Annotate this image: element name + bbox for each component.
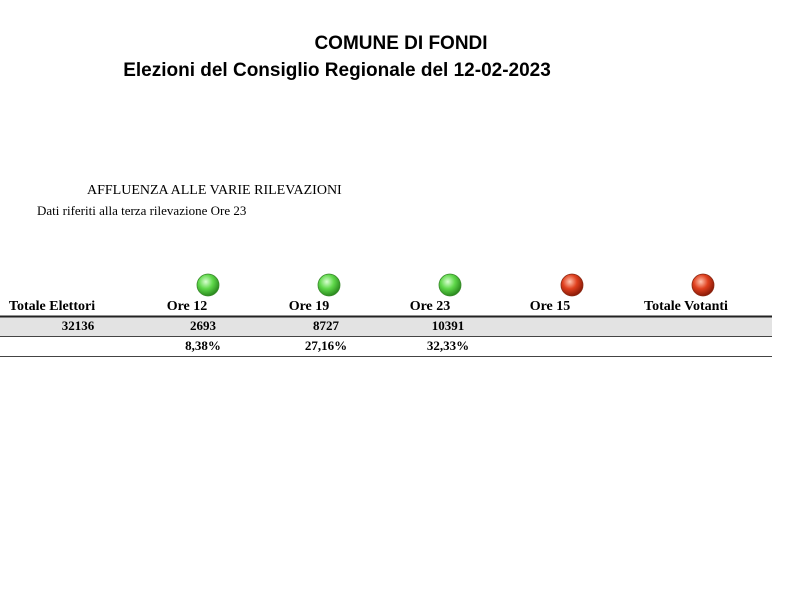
status-light — [196, 273, 220, 297]
cell: 32,33% — [427, 338, 469, 353]
status-light — [438, 273, 462, 297]
column-header: Totale Votanti — [644, 299, 728, 314]
status-light — [317, 273, 341, 297]
cell: 8727 — [313, 318, 340, 333]
section-title: AFFLUENZA ALLE VARIE RILEVAZIONI — [87, 183, 342, 198]
cell: 2693 — [190, 318, 217, 333]
row-shade — [0, 317, 772, 336]
subtitle: Elezioni del Consiglio Regionale del 12-… — [123, 60, 551, 81]
title: COMUNE DI FONDI — [314, 33, 487, 54]
column-header: Ore 19 — [289, 299, 330, 314]
status-light — [560, 273, 584, 297]
column-header: Ore 23 — [410, 299, 451, 314]
status-light — [691, 273, 715, 297]
column-header: Ore 15 — [530, 299, 571, 314]
cell: 8,38% — [185, 338, 221, 353]
column-header: Ore 12 — [167, 299, 208, 314]
section-note: Dati riferiti alla terza rilevazione Ore… — [37, 203, 246, 218]
cell: 10391 — [432, 318, 465, 333]
column-header: Totale Elettori — [9, 299, 95, 314]
cell: 27,16% — [305, 338, 347, 353]
cell: 32136 — [62, 318, 95, 333]
